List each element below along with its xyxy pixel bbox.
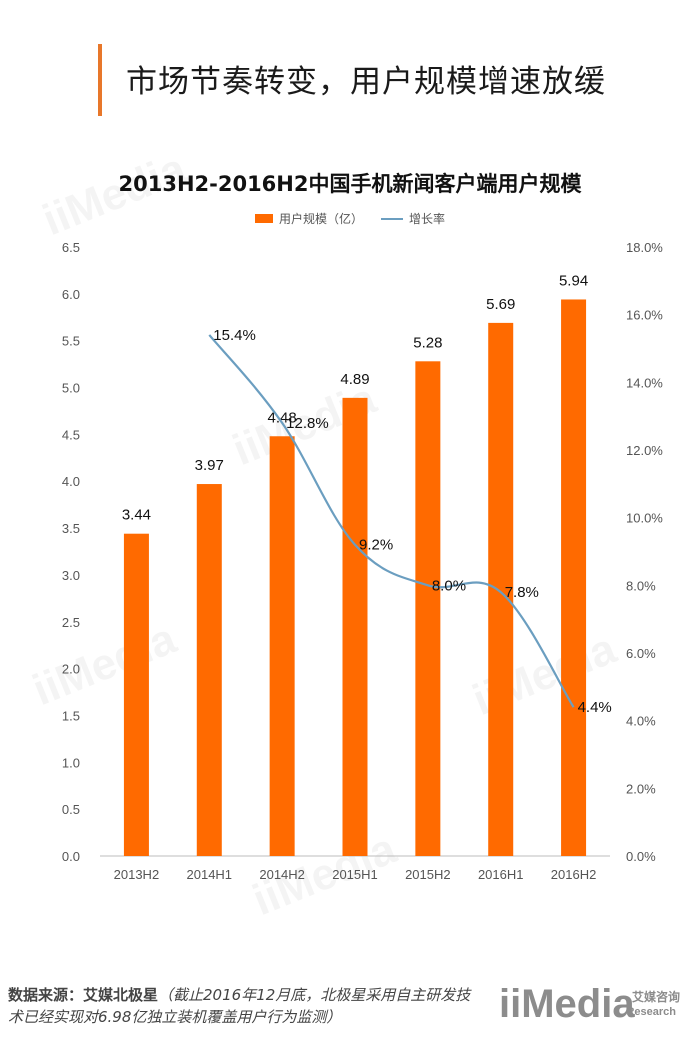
- y-left-tick-label: 2.5: [62, 615, 80, 630]
- legend-label-bar: 用户规模（亿）: [278, 212, 363, 226]
- bar-value-label: 5.69: [486, 296, 515, 313]
- line-value-label: 9.2%: [359, 537, 393, 554]
- chart-title: 2013H2-2016H2中国手机新闻客户端用户规模: [118, 172, 582, 196]
- line-value-label: 7.8%: [505, 584, 539, 601]
- x-tick-label: 2014H2: [259, 867, 305, 882]
- y-right-tick-label: 8.0%: [626, 578, 656, 593]
- y-right-tick-label: 12.0%: [626, 443, 663, 458]
- line-value-label: 12.8%: [286, 415, 329, 432]
- legend-swatch-line: [381, 217, 403, 220]
- y-left-tick-label: 0.5: [62, 802, 80, 817]
- line-value-label: 4.4%: [578, 699, 612, 716]
- bar: [488, 322, 514, 857]
- y-right-tick-label: 14.0%: [626, 375, 663, 390]
- iimedia-logo: iiMedia 艾媒咨询 Research: [465, 982, 680, 1032]
- bar-value-label: 3.44: [122, 507, 151, 524]
- bar: [269, 436, 295, 856]
- y-left-tick-label: 0.0: [62, 849, 80, 864]
- source-footer: 数据来源：艾媒北极星（截止2016年12月底，北极星采用自主研发技术已经实现对6…: [8, 984, 478, 1028]
- bar-value-label: 4.89: [340, 371, 369, 388]
- combo-chart: 0.0 0.5 1.0 1.5 2.0 2.5 3.0 3.5 4.0 4.5 5.0 5.5 6.0 6…: [62, 240, 663, 882]
- logo-en-text: Research: [626, 1006, 676, 1018]
- source-label: 数据来源：艾媒北极星: [8, 986, 159, 1004]
- logo-wordmark: iiMedia: [499, 982, 635, 1026]
- legend-label-line: 增长率: [409, 212, 446, 226]
- legend-item-line: 增长率: [381, 210, 445, 227]
- page-title: 市场节奏转变，用户规模增速放缓: [126, 64, 606, 100]
- x-tick-label: 2016H1: [478, 867, 524, 882]
- bar: [415, 361, 441, 856]
- x-tick-label: 2013H2: [114, 867, 160, 882]
- y-right-tick-label: 4.0%: [626, 714, 656, 729]
- logo-cn-text: 艾媒咨询: [631, 990, 680, 1004]
- chart-legend: 用户规模（亿） 增长率: [0, 210, 700, 227]
- y-left-tick-label: 3.5: [62, 521, 80, 536]
- title-accent-bar: [98, 44, 102, 116]
- y-left-tick-label: 2.0: [62, 662, 80, 677]
- y-right-tick-label: 6.0%: [626, 646, 656, 661]
- x-tick-label: 2015H2: [405, 867, 451, 882]
- x-tick-label: 2015H1: [332, 867, 378, 882]
- y-right-tick-label: 18.0%: [626, 240, 663, 255]
- y-left-tick-label: 5.0: [62, 381, 80, 396]
- legend-swatch-bar: [254, 214, 273, 223]
- line-value-label: 8.0%: [432, 577, 466, 594]
- x-tick-label: 2016H2: [551, 867, 597, 882]
- y-left-tick-label: 5.5: [62, 334, 80, 349]
- bar-value-label: 5.94: [559, 272, 588, 289]
- x-tick-label: 2014H1: [187, 867, 233, 882]
- y-right-tick-label: 10.0%: [626, 511, 663, 526]
- y-right-tick-label: 2.0%: [626, 781, 656, 796]
- y-left-tick-label: 3.0: [62, 568, 80, 583]
- y-left-tick-label: 1.5: [62, 708, 80, 723]
- growth-rate-line: [208, 334, 575, 708]
- y-right-tick-label: 16.0%: [626, 308, 663, 323]
- y-left-tick-label: 1.0: [62, 755, 80, 770]
- y-left-tick-label: 6.0: [62, 287, 80, 302]
- bar: [196, 484, 222, 856]
- y-right-tick-label: 0.0%: [626, 849, 656, 864]
- bar: [342, 397, 368, 856]
- legend-item-bar: 用户规模（亿）: [254, 210, 363, 227]
- y-left-tick-label: 4.0: [62, 474, 80, 489]
- bar-value-label: 5.28: [413, 334, 442, 351]
- source-note: （截止2016年12月底，北极星采用自主研发技术已经实现对6.98亿独立装机覆盖…: [8, 986, 471, 1026]
- bar: [561, 299, 587, 857]
- bar: [123, 533, 149, 856]
- line-value-label: 15.4%: [213, 327, 256, 344]
- bar-value-label: 3.97: [195, 457, 224, 474]
- y-left-tick-label: 6.5: [62, 240, 80, 255]
- y-left-tick-label: 4.5: [62, 427, 80, 442]
